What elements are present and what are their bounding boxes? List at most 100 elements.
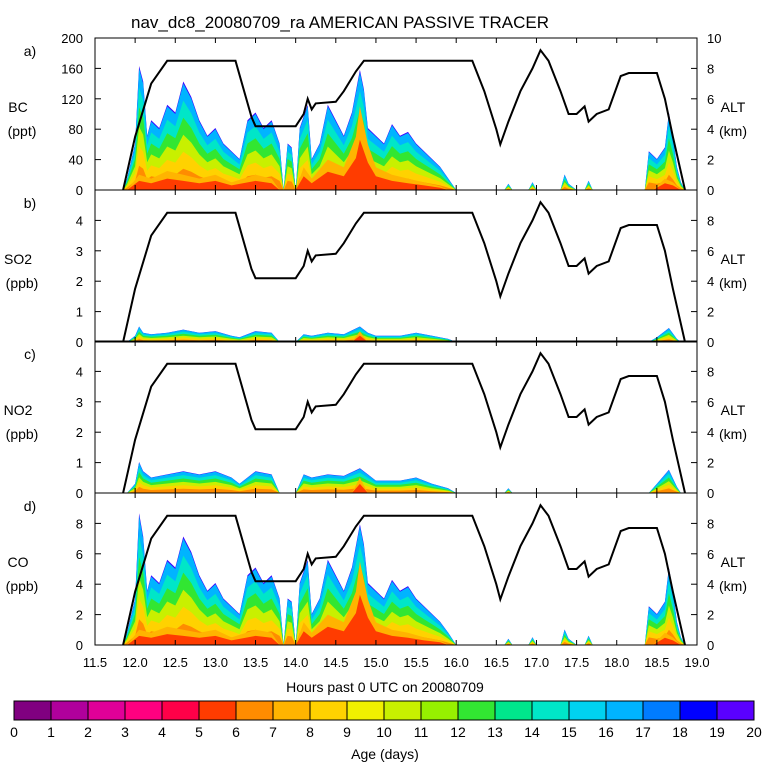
colorbar-cell [235,700,274,721]
x-tick-label: 13.0 [203,655,228,670]
y-tick-label: 4 [76,364,83,379]
alt-units-label: (km) [719,123,747,139]
y2-tick-label: 0 [707,486,714,501]
x-tick-label: 16.5 [484,655,509,670]
x-tick-label: 19.0 [684,655,709,670]
y-tick-label: 2 [76,425,83,440]
panel-co: 0 2 4 6 8 0 2 4 6 8 d) CO (ppb) ALT (km) [6,492,747,653]
x-tick-label: 17.5 [564,655,589,670]
x-tick-label: 18.0 [604,655,629,670]
colorbar-tick-label: 13 [487,724,503,740]
panel-letter: d) [24,498,36,514]
colorbar-tick-label: 16 [598,724,614,740]
alt-label: ALT [721,402,746,418]
colorbar-tick-label: 9 [343,724,351,740]
alt-label: ALT [721,99,746,115]
units-label: (ppt) [8,123,37,139]
y2-tick-label: 8 [707,364,714,379]
tracer-core-young [351,335,368,342]
alt-label: ALT [721,251,746,267]
colorbar-title: Age (days) [351,746,419,762]
colorbar-cell [13,700,52,721]
x-tick-label: 12.5 [163,655,188,670]
y-tick-label: 0 [76,638,83,653]
species-label: NO2 [4,402,33,418]
colorbar-cell [531,700,570,721]
x-tick-label: 11.5 [83,655,107,670]
y2-tick-label: 2 [707,456,714,471]
y2-tick-label: 6 [707,244,714,259]
colorbar-cell [642,700,681,721]
tracer-core-young [351,483,368,493]
x-tick-label: 15.0 [363,655,388,670]
y-tick-label: 3 [76,244,83,259]
altitude-line [122,200,686,343]
y-tick-label: 0 [76,486,83,501]
colorbar-tick-label: 2 [84,724,92,740]
panel-letter: b) [24,195,36,211]
colorbar-cell [716,700,755,721]
altitude-line [122,351,686,494]
x-tick-label: 14.0 [283,655,308,670]
colorbar-tick-label: 19 [709,724,725,740]
panel-letter: c) [24,346,36,362]
y-tick-label: 1 [76,305,83,320]
y-tick-label: 80 [69,122,83,137]
y-tick-label: 1 [76,456,83,471]
colorbar-cell [346,700,385,721]
x-tick-label: 13.5 [243,655,268,670]
y2-tick-label: 0 [707,335,714,350]
y-tick-label: 120 [61,92,83,107]
colorbar-cell [50,700,89,721]
y2-tick-label: 6 [707,547,714,562]
y2-tick-label: 4 [707,577,714,592]
colorbar-tick-label: 8 [306,724,314,740]
y-tick-label: 3 [76,395,83,410]
colorbar-tick-label: 1 [47,724,55,740]
x-tick-label: 18.5 [644,655,669,670]
colorbar-tick-label: 5 [195,724,203,740]
units-label: (ppb) [6,426,39,442]
y-tick-label: 40 [69,153,83,168]
y2-tick-label: 4 [707,122,714,137]
figure-title: nav_dc8_20080709_ra AMERICAN PASSIVE TRA… [131,13,549,32]
species-label: CO [8,554,29,570]
y2-tick-label: 10 [707,31,721,46]
x-tick-label: 12.0 [122,655,147,670]
tracer-layer [127,486,681,493]
panel-frame [94,492,698,646]
y2-tick-label: 6 [707,92,714,107]
y-tick-label: 4 [76,577,83,592]
y2-tick-label: 8 [707,61,714,76]
colorbar-tick-label: 12 [450,724,466,740]
colorbar-cell [87,700,126,721]
colorbar-cell [457,700,496,721]
y-tick-label: 160 [61,61,83,76]
y-tick-label: 2 [76,274,83,289]
alt-units-label: (km) [719,275,747,291]
y2-tick-label: 2 [707,305,714,320]
panel-so2: 0 1 2 3 4 0 2 4 6 8 b) SO2 (ppb) ALT (km) [4,189,747,350]
colorbar-tick-label: 15 [561,724,577,740]
colorbar-cell [420,700,459,721]
x-axis-label: Hours past 0 UTC on 20080709 [286,679,484,695]
y-tick-label: 0 [76,335,83,350]
y-tick-label: 6 [76,547,83,562]
x-tick-label: 14.5 [323,655,348,670]
colorbar-tick-label: 7 [269,724,277,740]
y2-tick-label: 6 [707,395,714,410]
y-tick-label: 4 [76,213,83,228]
tracer-core-young [127,594,681,645]
colorbar-cell [679,700,718,721]
altitude-line [122,503,686,646]
colorbar-tick-label: 17 [635,724,651,740]
y-tick-label: 200 [61,31,83,46]
age-colorbar: 0 1 2 3 4 5 6 7 8 9 10 11 12 13 14 15 16 17 18 19 20 [10,700,762,740]
colorbar-tick-label: 6 [232,724,240,740]
y2-tick-label: 8 [707,516,714,531]
colorbar-cell [568,700,607,721]
colorbar-cell [383,700,422,721]
colorbar-tick-label: 4 [158,724,166,740]
panel-frame [94,189,698,343]
alt-units-label: (km) [719,578,747,594]
